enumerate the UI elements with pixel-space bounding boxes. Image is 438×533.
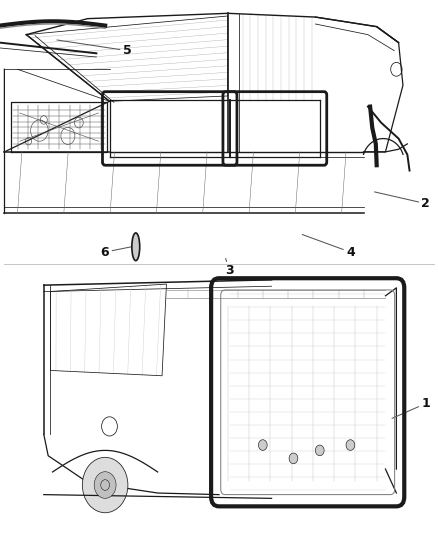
Circle shape — [315, 445, 324, 456]
Circle shape — [346, 440, 355, 450]
Circle shape — [289, 453, 298, 464]
Text: 3: 3 — [226, 259, 234, 277]
Text: 2: 2 — [374, 192, 430, 210]
Circle shape — [258, 440, 267, 450]
Text: 6: 6 — [101, 246, 131, 259]
Ellipse shape — [132, 233, 140, 261]
Text: 5: 5 — [57, 40, 131, 57]
Circle shape — [82, 457, 128, 513]
Text: 1: 1 — [392, 397, 430, 418]
Circle shape — [94, 472, 116, 498]
Text: 4: 4 — [302, 235, 355, 259]
